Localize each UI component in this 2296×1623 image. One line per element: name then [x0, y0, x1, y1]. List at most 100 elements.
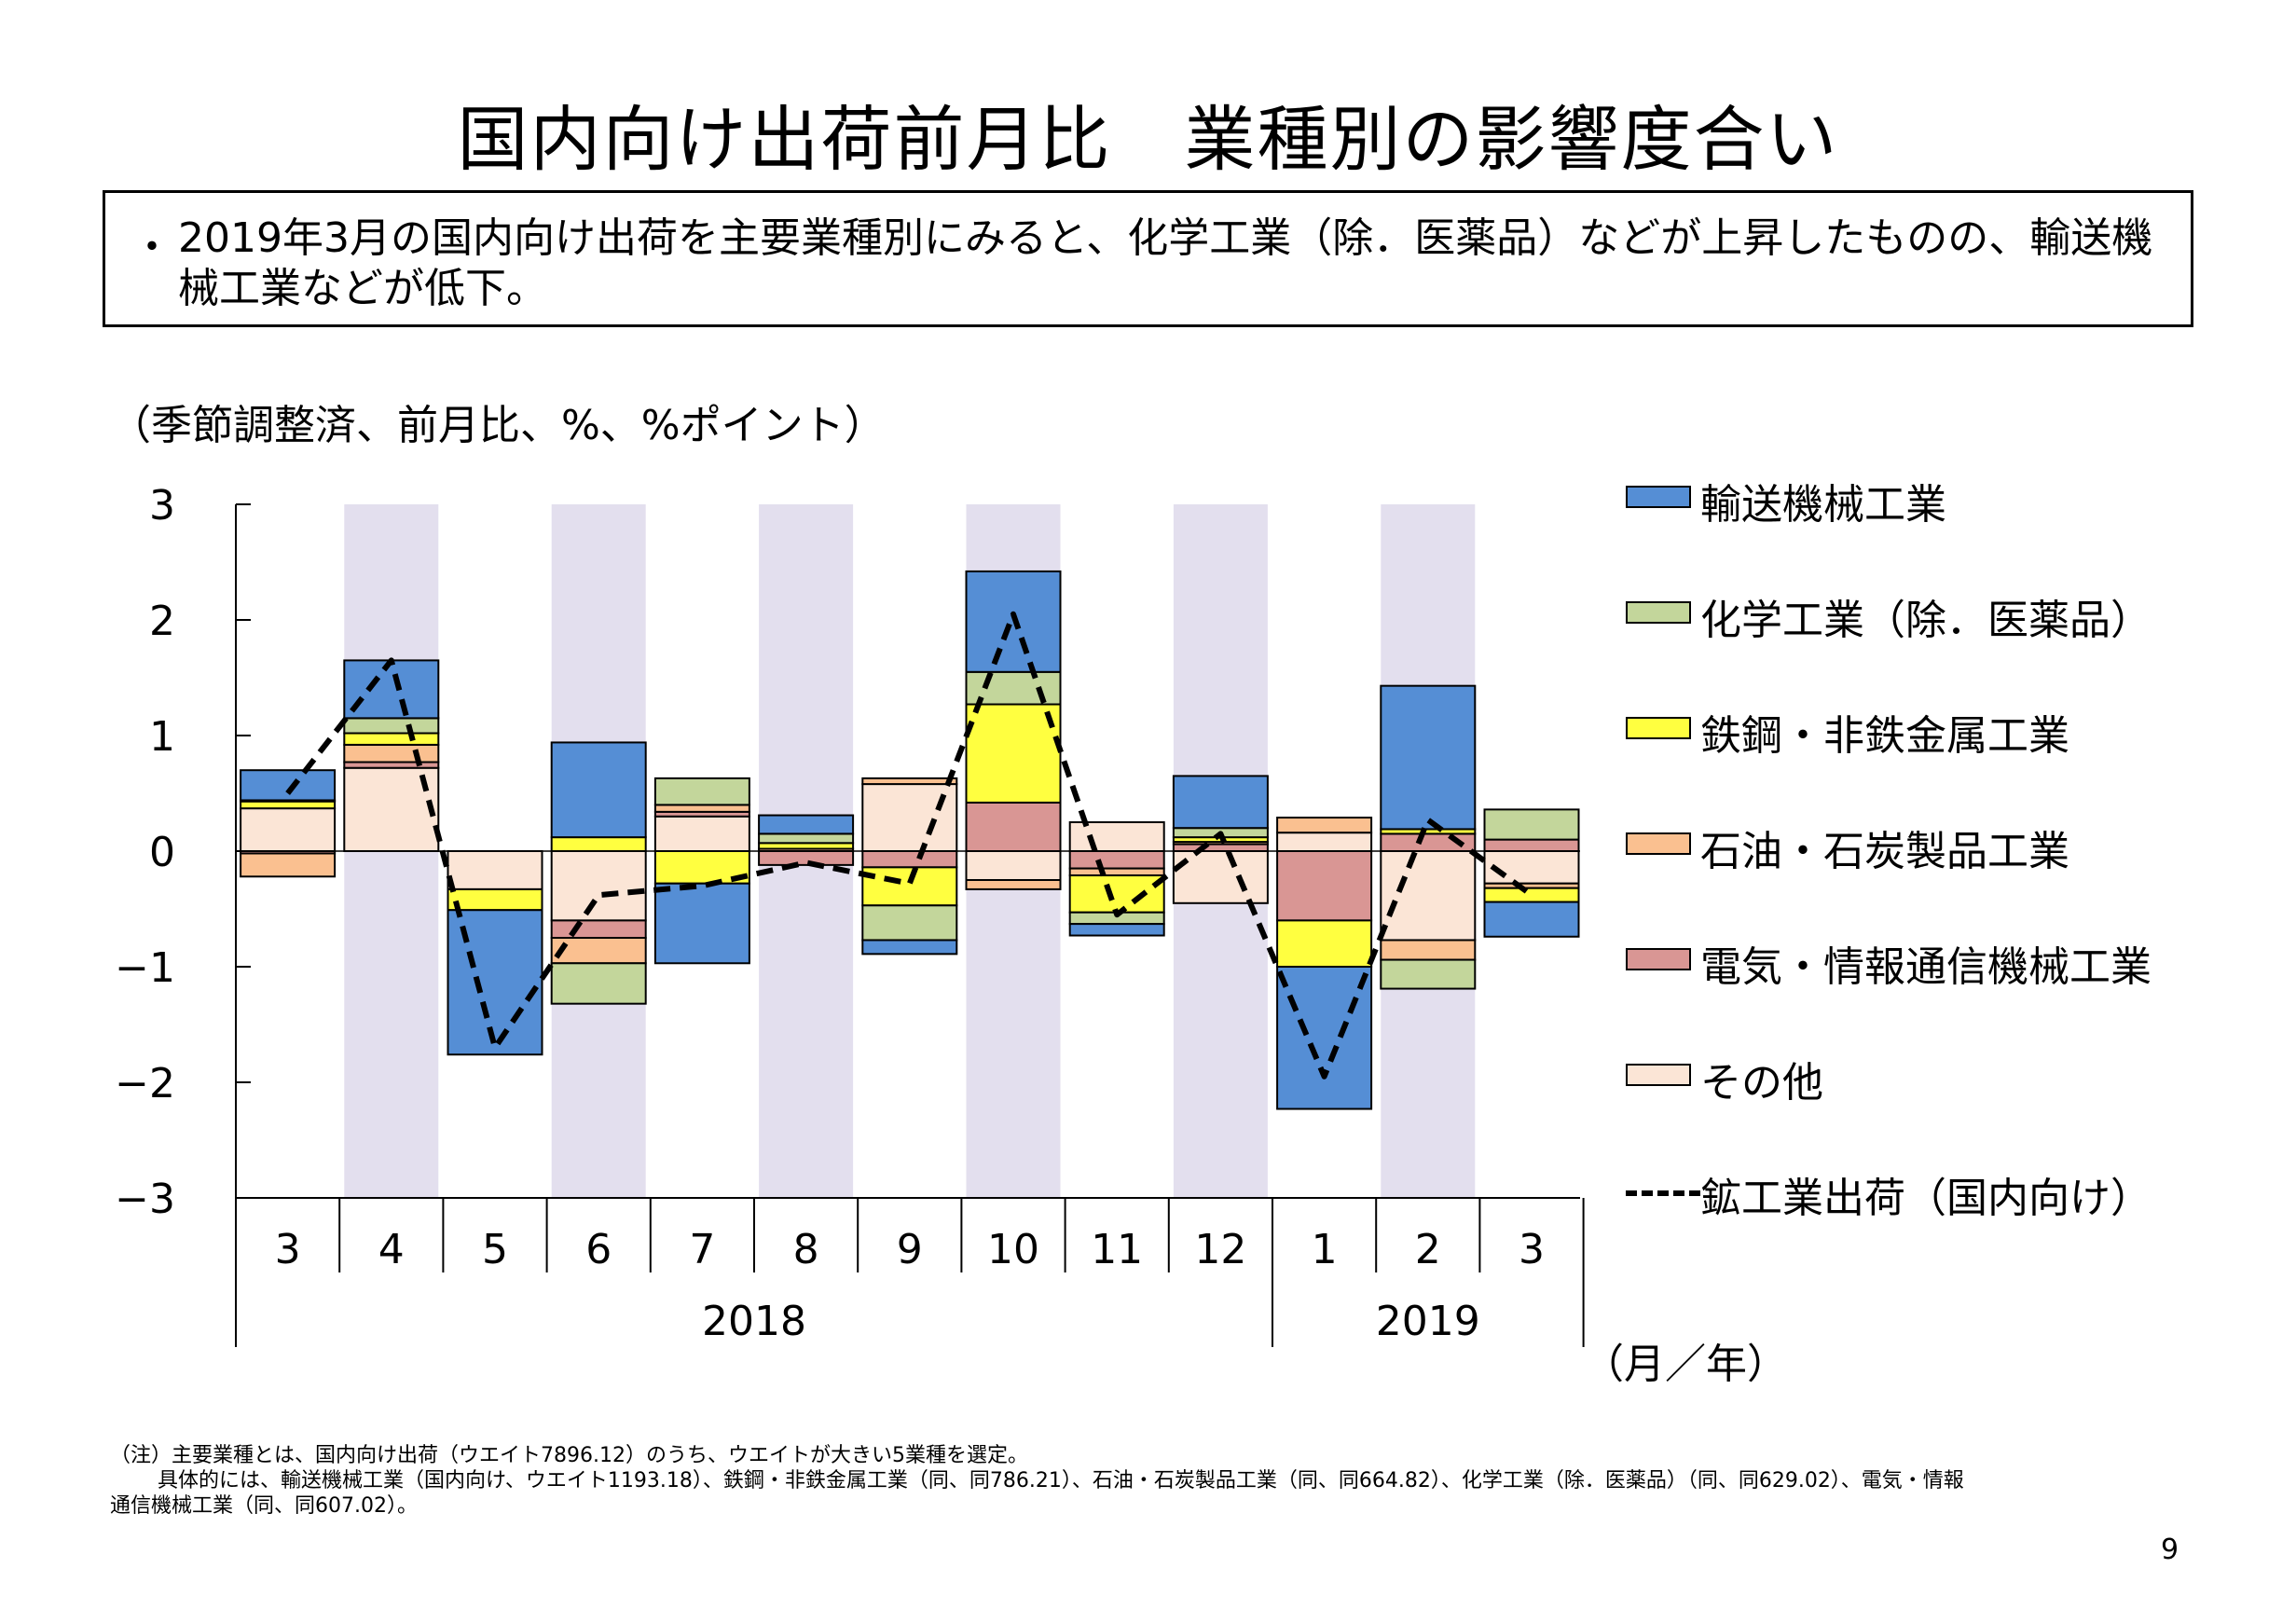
- bar-segment-0-7: [965, 850, 1062, 881]
- x-tick-label-8: 11: [1091, 1226, 1143, 1273]
- bar-segment-5-10: [1276, 966, 1373, 1110]
- legend-swatch-3: [1626, 832, 1691, 855]
- x-tick-label-1: 4: [378, 1226, 405, 1273]
- bar-segment-4-11: [1380, 958, 1477, 990]
- y-tick-label-5: −2: [115, 1060, 175, 1107]
- y-tick-label-6: −3: [115, 1176, 175, 1223]
- legend-label-1: 化学工業（除．医薬品）: [1700, 597, 2152, 644]
- bar-segment-3-1: [343, 732, 440, 746]
- bar-segment-0-4: [653, 815, 750, 852]
- bar-segment-4-6: [861, 904, 958, 942]
- bar-segment-0-3: [550, 850, 647, 922]
- bar-segment-2-11: [1380, 939, 1477, 961]
- year-label-0: 2018: [702, 1298, 806, 1345]
- x-tick-label-5: 8: [793, 1226, 819, 1273]
- x-tick-label-11: 2: [1415, 1226, 1441, 1273]
- summary-box: ・ 2019年3月の国内向け出荷を主要業種別にみると、化学工業（除．医薬品）など…: [103, 190, 2193, 327]
- bar-segment-4-4: [653, 777, 750, 806]
- bar-segment-5-3: [550, 741, 647, 839]
- bar-segment-3-3: [550, 836, 647, 852]
- x-tick-label-6: 9: [897, 1226, 923, 1273]
- page-number: 9: [2161, 1534, 2179, 1566]
- summary-text: 2019年3月の国内向け出荷を主要業種別にみると、化学工業（除．医薬品）などが上…: [178, 214, 2153, 312]
- x-tick-label-3: 6: [585, 1226, 612, 1273]
- bar-segment-2-10: [1276, 817, 1373, 834]
- bar-segment-4-1: [343, 717, 440, 735]
- bar-segment-0-0: [240, 807, 337, 852]
- legend-label-6: 鉱工業出荷（国内向け）: [1700, 1175, 2152, 1222]
- x-tick-label-9: 12: [1194, 1226, 1246, 1273]
- bar-segment-2-7: [965, 879, 1062, 890]
- bar-segment-0-10: [1276, 832, 1373, 852]
- bar-segment-0-11: [1380, 850, 1477, 942]
- bar-segment-5-5: [758, 814, 855, 835]
- bar-segment-3-10: [1276, 919, 1373, 969]
- bar-segment-2-8: [1068, 867, 1165, 877]
- bar-segment-1-5: [758, 850, 855, 866]
- x-axis-unit: （月／年）: [1583, 1341, 1788, 1388]
- bar-segment-0-8: [1068, 821, 1165, 852]
- bar-segment-1-6: [861, 850, 958, 869]
- legend-label-4: 電気・情報通信機械工業: [1700, 943, 2152, 991]
- x-tick-label-10: 1: [1312, 1226, 1338, 1273]
- footnote-line-2: 具体的には、輸送機械工業（国内向け、ウエイト1193.18）、鉄鋼・非鉄金属工業…: [110, 1469, 1964, 1492]
- bar-segment-4-3: [550, 962, 647, 1005]
- legend-label-2: 鉄鋼・非鉄金属工業: [1700, 712, 2069, 760]
- footnote-line-3: 通信機械工業（同、同607.02）。: [110, 1494, 418, 1518]
- bar-segment-1-7: [965, 801, 1062, 852]
- bar-segment-5-7: [965, 570, 1062, 673]
- bar-segment-5-9: [1172, 775, 1269, 830]
- bar-segment-5-12: [1483, 901, 1580, 938]
- x-tick-label-2: 5: [482, 1226, 508, 1273]
- bar-segment-5-0: [240, 769, 337, 802]
- legend-label-5: その他: [1700, 1059, 1823, 1107]
- legend-swatch-0: [1626, 486, 1691, 508]
- legend-swatch-1: [1626, 601, 1691, 624]
- legend-swatch-4: [1626, 948, 1691, 970]
- page-title: 国内向け出荷前月比 業種別の影響度合い: [457, 98, 1839, 181]
- y-tick-label-1: 2: [149, 598, 175, 645]
- bar-segment-5-6: [861, 939, 958, 956]
- y-tick-label-4: −1: [115, 944, 175, 992]
- line-series-shipments: [285, 611, 1533, 1080]
- bar-segment-3-12: [1483, 887, 1580, 903]
- bar-segment-3-6: [861, 866, 958, 907]
- footnote: （注）主要業種とは、国内向け出荷（ウエイト7896.12）のうち、ウエイトが大き…: [110, 1443, 2198, 1519]
- bar-segment-3-7: [965, 703, 1062, 804]
- footnote-line-1: （注）主要業種とは、国内向け出荷（ウエイト7896.12）のうち、ウエイトが大き…: [110, 1444, 1028, 1467]
- y-tick-label-0: 3: [149, 482, 175, 530]
- bar-segment-5-1: [343, 659, 440, 720]
- bar-segment-4-12: [1483, 808, 1580, 841]
- bar-segment-2-3: [550, 937, 647, 965]
- bar-segment-5-8: [1068, 923, 1165, 937]
- legend-swatch-2: [1626, 717, 1691, 739]
- y-tick-label-3: 0: [149, 829, 175, 876]
- legend-swatch-5: [1626, 1064, 1691, 1086]
- unit-note: （季節調整済、前月比、%、%ポイント）: [110, 402, 886, 449]
- bar-segment-3-8: [1068, 874, 1165, 914]
- bar-segment-3-2: [447, 887, 543, 912]
- bar-segment-3-0: [240, 800, 337, 810]
- year-label-1: 2019: [1376, 1298, 1480, 1345]
- bar-segment-2-0: [240, 852, 337, 878]
- bar-segment-5-11: [1380, 684, 1477, 831]
- x-tick-label-4: 7: [689, 1226, 715, 1273]
- x-tick-label-7: 10: [987, 1226, 1039, 1273]
- y-tick-label-2: 1: [149, 713, 175, 761]
- summary-bullet: ・: [131, 224, 172, 271]
- bar-segment-0-2: [447, 850, 543, 890]
- bar-segment-5-4: [653, 882, 750, 965]
- bar-segment-1-9: [1172, 843, 1269, 852]
- legend-line-swatch: [1626, 1190, 1700, 1196]
- bar-segment-0-12: [1483, 850, 1580, 885]
- bar-segment-1-10: [1276, 850, 1373, 922]
- legend-label-3: 石油・石炭製品工業: [1700, 828, 2069, 875]
- bar-segment-4-5: [758, 832, 855, 845]
- bar-segment-1-8: [1068, 850, 1165, 870]
- bar-segment-2-4: [653, 804, 750, 813]
- bar-segment-2-6: [861, 777, 958, 786]
- bar-segment-2-1: [343, 743, 440, 763]
- bar-segment-0-9: [1172, 850, 1269, 904]
- legend-label-0: 輸送機械工業: [1700, 481, 1946, 529]
